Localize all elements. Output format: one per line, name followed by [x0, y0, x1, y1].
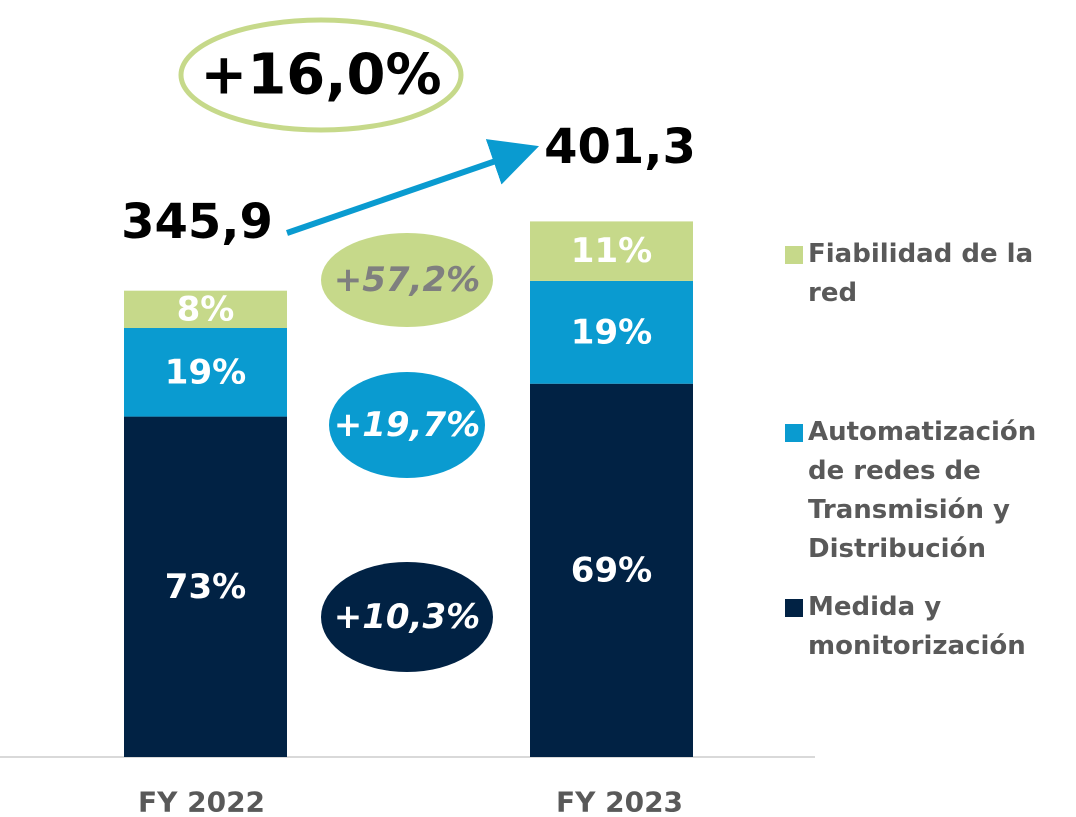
growth-ellipse: [321, 562, 493, 672]
x-tick-label: FY 2023: [556, 786, 683, 817]
data-label: 69%: [571, 550, 652, 590]
total-label: 345,9: [121, 194, 273, 250]
bar-segment: [530, 383, 693, 757]
bar-segment: [530, 280, 693, 384]
bar-segment: [530, 221, 693, 281]
bar-segment: [124, 290, 287, 328]
legend-swatch: [785, 599, 803, 617]
total-label: 401,3: [544, 119, 696, 175]
legend-label: Medida y monitorización: [808, 592, 1026, 661]
data-label: 11%: [571, 231, 652, 271]
total-growth-ellipse: [178, 17, 464, 133]
total-growth: +16,0%: [200, 43, 441, 108]
growth-label: +57,2%: [334, 260, 480, 300]
legend-label: Fiabilidad de la red: [808, 239, 1034, 308]
growth-ellipse: [329, 372, 485, 478]
legend-swatch: [785, 246, 803, 264]
growth-arrow: [286, 139, 540, 236]
data-label: 8%: [177, 289, 235, 329]
bar-segment: [124, 327, 287, 417]
growth-label: +19,7%: [334, 405, 480, 445]
data-label: 73%: [165, 567, 246, 607]
legend-label: Automatización de redes de Transmisión y…: [808, 417, 1037, 564]
growth-ellipse: [321, 233, 493, 327]
data-label: 19%: [571, 312, 652, 352]
data-label: 19%: [165, 352, 246, 392]
growth-label: +10,3%: [334, 597, 480, 637]
legend-swatch: [785, 424, 803, 442]
bar-segment: [124, 416, 287, 757]
x-tick-label: FY 2022: [138, 786, 265, 817]
